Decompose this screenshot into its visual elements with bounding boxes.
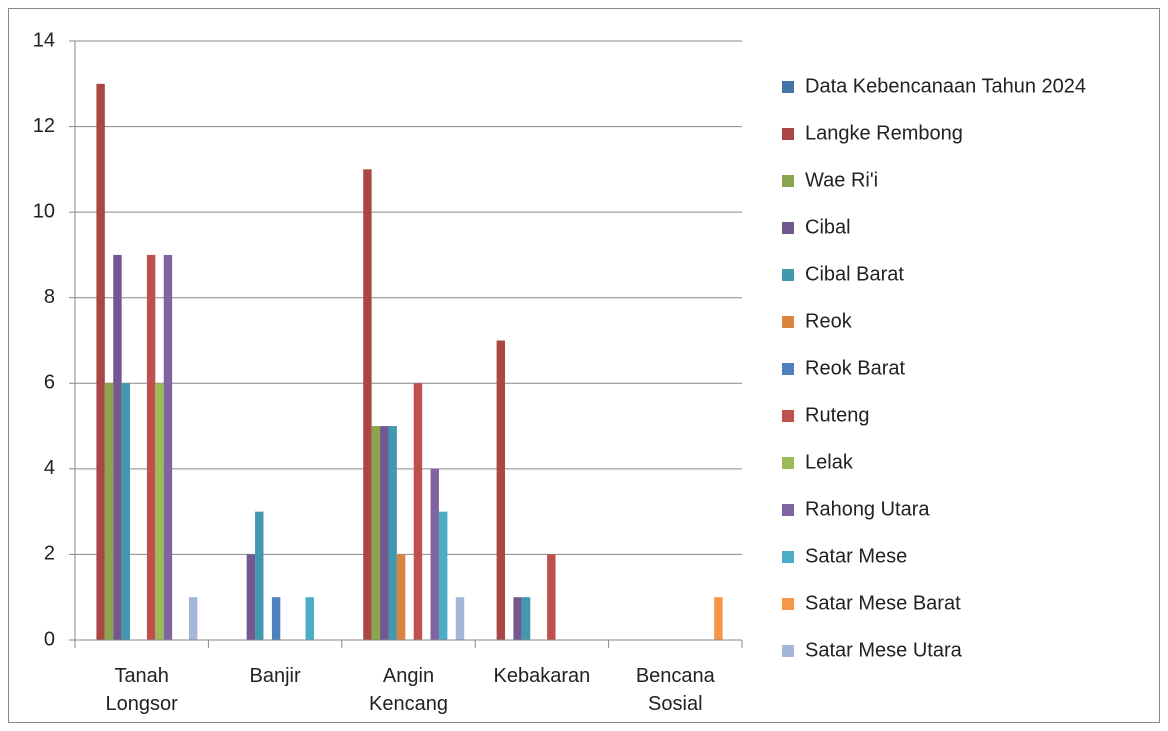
legend-swatch — [782, 269, 794, 281]
y-tick-label: 2 — [44, 543, 55, 565]
legend-label: Ruteng — [805, 404, 870, 426]
bar — [246, 554, 256, 640]
bar — [96, 83, 105, 641]
x-tick-label: Tanah Longsor — [105, 665, 178, 715]
legend-label: Satar Mese Utara — [805, 639, 963, 661]
y-tick-label: 10 — [33, 200, 55, 222]
legend-swatch — [782, 504, 794, 516]
legend-swatch — [782, 645, 794, 657]
bar — [714, 597, 723, 640]
x-tick-label: Bencana Sosial — [635, 665, 715, 715]
bar — [430, 468, 439, 640]
bar — [155, 383, 164, 640]
legend-label: Rahong Utara — [805, 498, 930, 520]
legend-label: Langke Rembong — [805, 122, 963, 144]
legend-swatch — [782, 81, 794, 93]
legend-label: Reok Barat — [805, 357, 905, 379]
bar — [438, 511, 448, 640]
bar — [371, 426, 381, 640]
legend-label: Satar Mese — [805, 545, 907, 567]
bar — [547, 554, 556, 640]
bar — [521, 597, 531, 640]
legend-label: Cibal — [805, 216, 851, 238]
bar — [363, 169, 372, 640]
y-tick-label: 12 — [33, 115, 55, 137]
legend-swatch — [782, 222, 794, 234]
legend-label: Cibal Barat — [805, 263, 904, 285]
bar — [188, 597, 198, 640]
bar — [255, 511, 264, 640]
bar — [455, 597, 465, 640]
legend-swatch — [782, 457, 794, 469]
bar — [104, 383, 114, 640]
bar — [396, 554, 406, 640]
y-tick-label: 0 — [44, 628, 55, 650]
legend-swatch — [782, 128, 794, 140]
legend-swatch — [782, 316, 794, 328]
bar — [305, 597, 314, 640]
legend-label: Data Kebencanaan Tahun 2024 — [805, 75, 1086, 97]
legend-swatch — [782, 363, 794, 375]
y-tick-label: 4 — [44, 457, 55, 479]
bar — [163, 254, 173, 640]
legend-swatch — [782, 598, 794, 610]
legend-label: Wae Ri'i — [805, 169, 878, 191]
bar — [496, 340, 506, 640]
bar — [380, 426, 389, 640]
legend-swatch — [782, 551, 794, 563]
x-tick-label: Angin Kencang — [369, 665, 448, 715]
legend-label: Lelak — [805, 451, 854, 473]
bar — [146, 254, 156, 640]
bar — [121, 383, 131, 640]
bar — [388, 426, 397, 640]
bar — [413, 383, 423, 640]
y-tick-label: 6 — [44, 372, 55, 394]
x-tick-label: Banjir — [249, 665, 301, 687]
bar — [113, 254, 122, 640]
bar — [513, 597, 522, 640]
y-tick-label: 8 — [44, 286, 55, 308]
y-tick-label: 14 — [33, 29, 55, 51]
legend-swatch — [782, 175, 794, 187]
legend-swatch — [782, 410, 794, 422]
legend-label: Reok — [805, 310, 853, 332]
legend-label: Satar Mese Barat — [805, 592, 961, 614]
chart-border — [8, 8, 1160, 723]
x-tick-label: Kebakaran — [493, 665, 591, 687]
bar — [271, 597, 281, 640]
